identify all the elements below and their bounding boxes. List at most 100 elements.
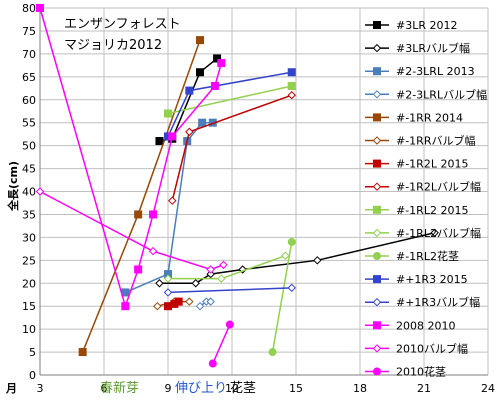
y-tick-label: 40 bbox=[22, 186, 36, 199]
legend-entry-1: #3LR 2012 bbox=[365, 19, 457, 32]
data-point bbox=[217, 59, 226, 68]
legend-entry-15: 2010バルブ幅 bbox=[365, 341, 468, 355]
legend-marker bbox=[373, 67, 381, 76]
legend-entry-8: #-1R2Lバルブ幅 bbox=[365, 180, 481, 194]
x-axis-start-label: 月 bbox=[5, 382, 17, 395]
tick-labels: 0 5 10 15 20 25 30 35 40 45 50 55 60 65 70 75 80 3 6 9 12 15 1… bbox=[22, 2, 495, 395]
data-point bbox=[36, 4, 44, 12]
x-tick-label: 12 bbox=[225, 382, 239, 395]
series-line bbox=[167, 287, 292, 294]
x-annotation-spring-shoot: 春新芽 bbox=[100, 380, 139, 396]
legend-entry-16: 2010花茎 bbox=[365, 366, 446, 379]
legend-marker bbox=[372, 43, 382, 53]
data-point bbox=[313, 256, 322, 265]
legend-label: #-1RL2 2015 bbox=[396, 204, 468, 217]
series-2 bbox=[155, 228, 439, 288]
series-9 bbox=[164, 81, 296, 118]
x-tick-label: 24 bbox=[481, 382, 495, 395]
y-tick-label: 5 bbox=[29, 346, 36, 359]
data-point bbox=[168, 196, 177, 205]
legend-label: 2008 2010 bbox=[396, 319, 456, 332]
data-point bbox=[185, 297, 194, 306]
legend-entry-14: 2008 2010 bbox=[365, 319, 456, 332]
data-point bbox=[153, 301, 162, 311]
legend-entry-10: #-1RL2バルブ幅 bbox=[365, 226, 481, 240]
legend-marker bbox=[373, 159, 381, 168]
data-point bbox=[174, 297, 183, 306]
legend-marker bbox=[373, 321, 381, 330]
series-line bbox=[271, 241, 293, 353]
series-13 bbox=[163, 283, 296, 297]
legend-label: #-1R2Lバルブ幅 bbox=[396, 180, 481, 194]
data-point bbox=[155, 279, 164, 288]
legend-label: #2-3LRLバルブ幅 bbox=[396, 87, 487, 101]
y-tick-label: 0 bbox=[29, 369, 36, 382]
legend-label: #-1RL2バルブ幅 bbox=[396, 226, 481, 240]
legend-marker bbox=[372, 90, 382, 99]
legend-marker bbox=[373, 252, 381, 260]
data-point bbox=[287, 68, 296, 77]
y-axis-label: 全長(cm) bbox=[6, 161, 20, 212]
series-11 bbox=[268, 237, 296, 357]
legend-entry-2: #3LRバルブ幅 bbox=[365, 41, 470, 55]
chart-title-line-2: マジョリカ2012 bbox=[64, 38, 162, 53]
data-point bbox=[78, 348, 87, 357]
legend-marker bbox=[373, 275, 381, 284]
data-point bbox=[185, 127, 194, 137]
y-tick-label: 80 bbox=[22, 2, 36, 15]
legend-marker bbox=[372, 228, 382, 238]
legend-entry-6: #-1RRバルブ幅 bbox=[365, 134, 475, 148]
data-point bbox=[163, 288, 173, 297]
legend-marker bbox=[373, 113, 381, 122]
data-point bbox=[195, 301, 205, 311]
legend-marker bbox=[372, 344, 382, 353]
legend-label: 2010バルブ幅 bbox=[396, 341, 468, 355]
series-15 bbox=[35, 187, 228, 274]
legend-marker bbox=[373, 205, 381, 214]
data-point bbox=[198, 118, 207, 127]
data-point bbox=[163, 274, 173, 283]
series-7 bbox=[164, 297, 183, 311]
series-5 bbox=[78, 36, 204, 357]
x-tick-label: 15 bbox=[289, 382, 303, 395]
legend: #3LR 2012 #3LRバルブ幅 #2-3LRL 2013 #2-3LRLバルブ幅… bbox=[365, 19, 487, 379]
legend-marker bbox=[373, 21, 381, 29]
data-point bbox=[185, 86, 194, 95]
chart-titles: エンザンフォレスト マジョリカ2012 全長(cm) 月 春新芽 伸び上り 花茎 bbox=[5, 17, 256, 396]
y-tick-label: 35 bbox=[22, 208, 36, 221]
data-point bbox=[35, 187, 45, 196]
y-tick-label: 50 bbox=[22, 140, 36, 153]
data-point bbox=[155, 137, 164, 146]
legend-label: #3LR 2012 bbox=[396, 19, 457, 32]
legend-label: #+1R3 2015 bbox=[396, 273, 468, 286]
legend-entry-13: #+1R3バルブ幅 bbox=[365, 295, 480, 309]
chart-title-line-1: エンザンフォレスト bbox=[64, 17, 181, 32]
y-tick-label: 65 bbox=[22, 71, 36, 84]
data-point bbox=[121, 302, 130, 311]
data-point bbox=[287, 90, 296, 100]
y-tick-label: 30 bbox=[22, 231, 36, 244]
legend-entry-9: #-1RL2 2015 bbox=[365, 204, 468, 217]
series-8 bbox=[168, 90, 296, 205]
legend-marker bbox=[372, 136, 382, 145]
legend-label: #-1RL2花茎 bbox=[396, 250, 459, 263]
x-tick-label: 6 bbox=[101, 382, 108, 395]
y-tick-label: 10 bbox=[22, 323, 36, 336]
data-point bbox=[208, 359, 217, 368]
y-tick-label: 15 bbox=[22, 300, 36, 313]
series-line bbox=[212, 324, 231, 364]
series-line bbox=[167, 85, 292, 115]
legend-label: #+1R3バルブ幅 bbox=[396, 295, 480, 309]
y-tick-label: 75 bbox=[22, 25, 36, 38]
legend-entry-7: #-1R2L 2015 bbox=[365, 158, 468, 171]
data-point bbox=[149, 210, 158, 219]
legend-marker bbox=[372, 297, 382, 307]
data-point bbox=[134, 265, 143, 274]
legend-entry-5: #-1RR 2014 bbox=[365, 111, 463, 124]
x-tick-label: 18 bbox=[353, 382, 367, 395]
legend-label: 2010花茎 bbox=[396, 366, 446, 379]
legend-entry-11: #-1RL2花茎 bbox=[365, 250, 459, 263]
data-point bbox=[164, 109, 172, 118]
y-tick-label: 45 bbox=[22, 163, 36, 176]
legend-entry-12: #+1R3 2015 bbox=[365, 273, 468, 286]
